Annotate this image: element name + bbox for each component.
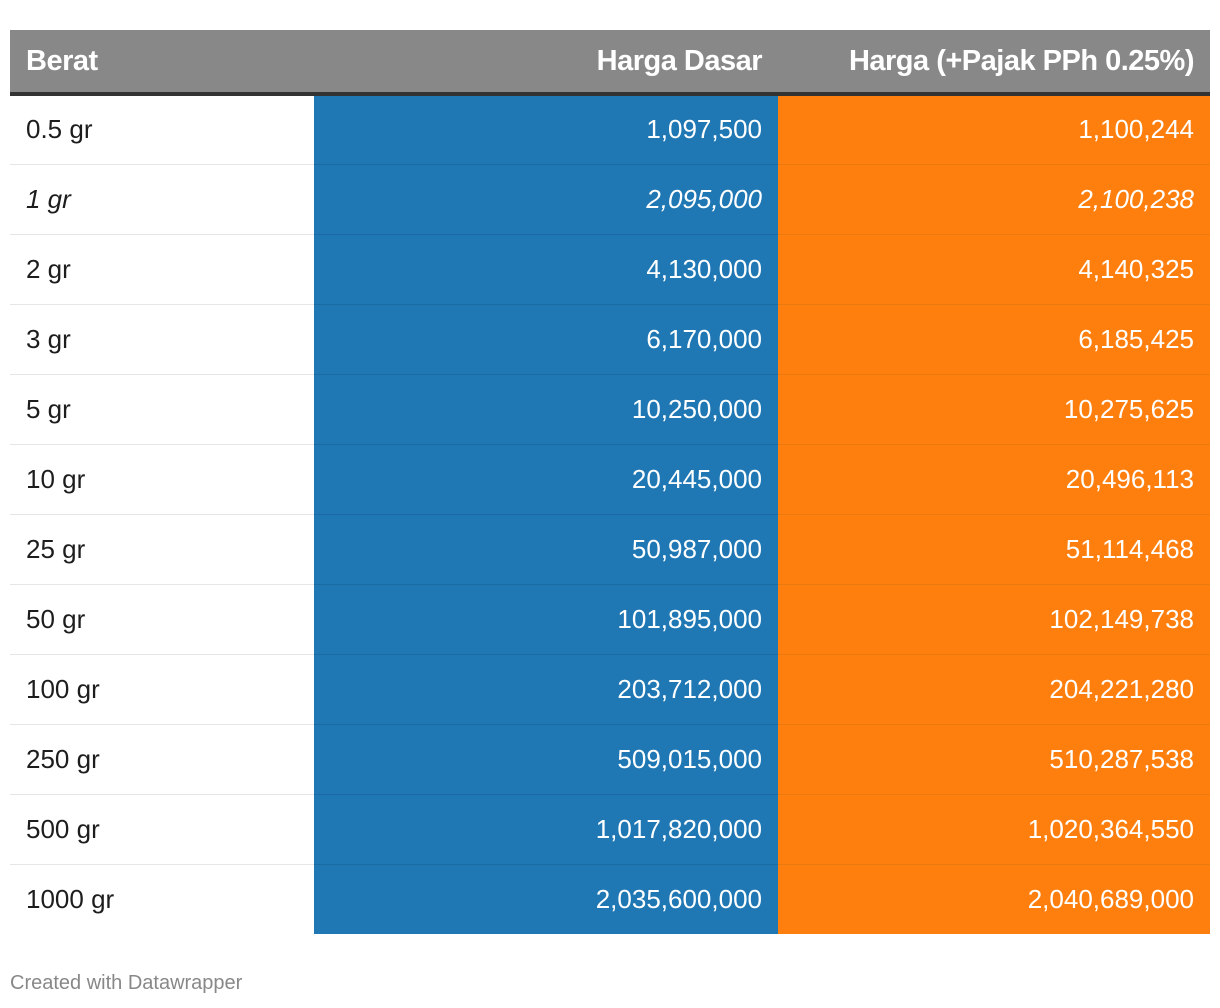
cell-taxed-price: 20,496,113 [778,444,1210,515]
cell-taxed-price: 2,100,238 [778,164,1210,235]
cell-taxed-price: 510,287,538 [778,724,1210,795]
cell-weight: 1 gr [10,164,314,235]
cell-weight: 10 gr [10,444,314,515]
header-base-price[interactable]: Harga Dasar [314,30,778,96]
cell-base-price: 4,130,000 [314,234,778,305]
table-row: 3 gr 6,170,000 6,185,425 [10,304,1210,375]
cell-taxed-price: 6,185,425 [778,304,1210,375]
table-row: 500 gr 1,017,820,000 1,020,364,550 [10,794,1210,865]
table-header: Berat Harga Dasar Harga (+Pajak PPh 0.25… [10,30,1210,96]
cell-taxed-price: 204,221,280 [778,654,1210,725]
price-table-container: Berat Harga Dasar Harga (+Pajak PPh 0.25… [10,30,1210,934]
table-row: 250 gr 509,015,000 510,287,538 [10,724,1210,795]
table-row: 2 gr 4,130,000 4,140,325 [10,234,1210,305]
cell-base-price: 101,895,000 [314,584,778,655]
cell-weight: 50 gr [10,584,314,655]
cell-weight: 3 gr [10,304,314,375]
cell-taxed-price: 4,140,325 [778,234,1210,305]
footer-credit[interactable]: Created with Datawrapper [10,972,243,994]
table-body: 0.5 gr 1,097,500 1,100,244 1 gr 2,095,000 2,1… [10,94,1210,934]
cell-weight: 1000 gr [26,883,115,914]
cell-taxed-price: 10,275,625 [778,374,1210,445]
cell-weight: 500 gr [10,794,314,865]
cell-base-price: 50,987,000 [314,514,778,585]
cell-weight: 2 gr [10,234,314,305]
cell-weight: 5 gr [10,374,314,445]
cell-base-price: 2,035,600,000 [314,864,778,934]
table-row: 5 gr 10,250,000 10,275,625 [10,374,1210,445]
table-row: 100 gr 203,712,000 204,221,280 [10,654,1210,725]
cell-base-price: 10,250,000 [314,374,778,445]
cell-taxed-price: 51,114,468 [778,514,1210,585]
cell-base-price: 20,445,000 [314,444,778,515]
cell-base-price: 2,095,000 [314,164,778,235]
header-taxed-price[interactable]: Harga (+Pajak PPh 0.25%) [778,30,1210,96]
gold-price-table: Berat Harga Dasar Harga (+Pajak PPh 0.25… [10,30,1210,934]
cell-weight: 100 gr [10,654,314,725]
cell-weight: 25 gr [10,514,314,585]
cell-base-price: 1,017,820,000 [314,794,778,865]
cell-weight: 0.5 gr [10,94,314,165]
cell-taxed-price: 102,149,738 [778,584,1210,655]
cell-weight: 250 gr [10,724,314,795]
table-row: 25 gr 50,987,000 51,114,468 [10,514,1210,585]
cell-base-price: 6,170,000 [314,304,778,375]
cell-taxed-price: 1,100,244 [778,94,1210,165]
table-row: 50 gr 101,895,000 102,149,738 [10,584,1210,655]
cell-taxed-price: 2,040,689,000 [778,864,1210,934]
header-weight[interactable]: Berat [10,30,314,96]
cell-taxed-price: 1,020,364,550 [778,794,1210,865]
table-row: 1 gr 2,095,000 2,100,238 [10,164,1210,235]
table-row: 1000 gr 2,035,600,000 2,040,689,000 [10,864,1210,934]
cell-base-price: 509,015,000 [314,724,778,795]
header-row: Berat Harga Dasar Harga (+Pajak PPh 0.25… [10,30,1210,96]
table-row: 10 gr 20,445,000 20,496,113 [10,444,1210,515]
cell-base-price: 203,712,000 [314,654,778,725]
table-row: 0.5 gr 1,097,500 1,100,244 [10,94,1210,165]
cell-base-price: 1,097,500 [314,94,778,165]
